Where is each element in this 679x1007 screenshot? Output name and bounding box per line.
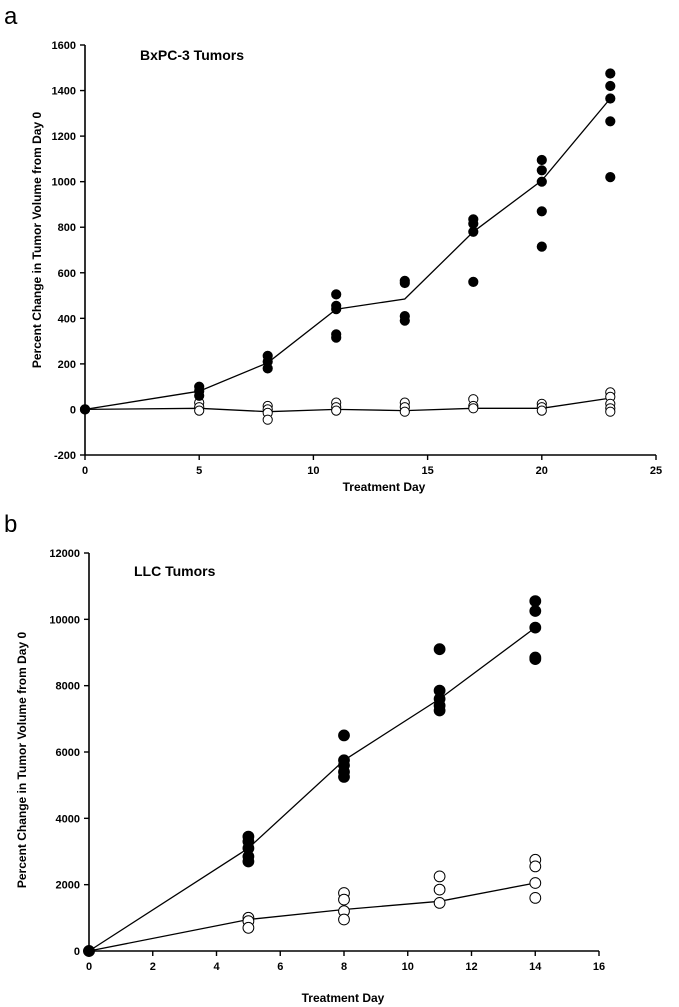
panel-a-filled-point (468, 226, 479, 237)
panel-b-series-open-mean-line (88, 882, 536, 952)
panel-a-open-point (468, 403, 479, 414)
panel-a-open-point (262, 414, 273, 425)
panel-a-series-open-mean-line (84, 397, 611, 413)
panel-b-open-point (433, 897, 446, 909)
panel-b-x-tick-label: 2 (150, 961, 156, 973)
panel-b-x-tick-label: 8 (341, 961, 347, 973)
panel-a-x-tick-label: 25 (650, 465, 662, 477)
panel-b-filled-point (529, 595, 542, 607)
panel-b-open-point (338, 913, 350, 926)
panel-b-y-tick-label: 8000 (56, 681, 80, 693)
panel-b-open-point (433, 883, 446, 896)
panel-a-y-tick-label: 600 (58, 268, 76, 280)
panel-b-filled-point (433, 643, 446, 656)
panel-b-open-point (242, 921, 255, 934)
panel-a-y-tick-label: 1200 (52, 131, 76, 143)
panel-a-y-tick-label: 1400 (52, 86, 76, 98)
panel-a-y-tick-label: 1000 (52, 177, 76, 189)
panel-a-filled-point (605, 80, 616, 92)
panel-a-x-tick-label: 15 (421, 465, 433, 477)
panel-a-filled-point (331, 304, 342, 315)
panel-a-y-tick-label: 0 (70, 404, 76, 416)
panel-a-filled-point (605, 116, 616, 127)
panel-b-filled-point (433, 704, 446, 717)
panel-b-y-tick-label: 0 (74, 946, 80, 958)
panel-b-filled-point (529, 605, 542, 617)
panel-b-x-tick-label: 14 (529, 961, 542, 973)
panel-b-filled-point (338, 729, 350, 742)
panel-a-filled-point (536, 176, 547, 187)
panel-a-y-tick-label: 1600 (52, 40, 76, 52)
panel-a-y-tick-label: 400 (58, 313, 76, 325)
panel-b-y-axis-label: Percent Change in Tumor Volume from Day … (15, 632, 29, 889)
panel-b-plot-area: 0 2000 4000 6000 8000 10000 12000 0 2 4 6 8 10 12 14 16 (49, 548, 605, 973)
panel-b-y-tick-label: 10000 (49, 614, 80, 626)
panel-a-y-tick-label: -200 (54, 450, 76, 462)
panel-b-x-tick-label: 4 (213, 961, 220, 973)
panel-a-filled-point (79, 404, 91, 415)
panel-b-open-point (433, 870, 446, 883)
panel-a-x-tick-label: 5 (196, 465, 202, 477)
panel-a-filled-point (605, 68, 616, 79)
panel-b-x-tick-label: 12 (465, 961, 477, 973)
panel-a-filled-point (605, 93, 616, 104)
panel-b-x-axis-label: Treatment Day (302, 991, 385, 1005)
panel-b-y-tick-label: 2000 (56, 880, 80, 892)
panel-a-y-tick-label: 800 (58, 222, 76, 234)
panel-a-filled-point (536, 206, 547, 217)
panel-a-open-point (331, 405, 342, 416)
panel-b-filled-point (338, 771, 350, 783)
panel-a-x-tick-label: 20 (536, 465, 548, 477)
panel-b-y-tick-label: 6000 (56, 747, 80, 759)
panel-a-open-point (605, 406, 616, 417)
panel-b-filled-point (529, 621, 542, 634)
panel-b-letter: b (4, 511, 17, 538)
panel-a-filled-point (536, 241, 547, 252)
panel-b-title: LLC Tumors (134, 563, 216, 579)
panel-a: a BxPC-3 Tumors Percent Change in Tumor … (4, 3, 662, 494)
panel-b-y-tick-label: 12000 (49, 548, 80, 560)
panel-b: b LLC Tumors Percent Change in Tumor Vol… (4, 511, 605, 1005)
panel-b-open-point (529, 892, 542, 904)
panel-b-x-tick-label: 16 (593, 961, 605, 973)
panel-a-filled-point (331, 289, 342, 300)
panel-b-x-tick-label: 0 (86, 961, 92, 973)
panel-a-open-point (536, 405, 547, 416)
panel-a-filled-point (536, 154, 547, 166)
panel-b-y-tick-label: 4000 (56, 813, 80, 825)
panel-b-x-tick-label: 6 (277, 961, 283, 973)
panel-a-filled-point (468, 276, 479, 287)
panel-b-open-point (529, 860, 542, 873)
panel-a-x-tick-label: 0 (82, 465, 88, 477)
panel-b-filled-point (529, 653, 542, 665)
panel-a-plot-area: -200 0 200 400 600 800 1000 1200 1400 1600 0 5 10 15 2… (52, 40, 663, 477)
panel-b-filled-point (242, 855, 255, 868)
panel-b-x-tick-label: 10 (402, 961, 414, 973)
panel-b-series-filled-mean-line (88, 627, 536, 952)
panel-a-open-point (399, 406, 410, 417)
panel-a-filled-point (399, 277, 410, 289)
panel-a-x-axis-label: Treatment Day (343, 480, 426, 494)
panel-a-letter: a (4, 3, 18, 30)
panel-a-filled-point (399, 315, 410, 326)
panel-a-filled-point (262, 363, 273, 374)
panel-b-filled-point (83, 945, 95, 957)
panel-a-series-filled-mean-line (84, 98, 611, 411)
panel-a-filled-point (605, 172, 616, 183)
panel-a-filled-point (194, 390, 205, 401)
panel-a-filled-point (536, 165, 547, 176)
panel-a-x-tick-label: 10 (307, 465, 319, 477)
panel-b-open-point (529, 877, 542, 889)
panel-b-open-point (338, 893, 350, 906)
panel-a-title: BxPC-3 Tumors (140, 47, 244, 63)
panel-a-open-point (194, 405, 205, 416)
panel-a-y-tick-label: 200 (58, 359, 76, 371)
panel-a-y-axis-label: Percent Change in Tumor Volume from Day … (30, 112, 44, 369)
panel-a-filled-point (331, 332, 342, 343)
